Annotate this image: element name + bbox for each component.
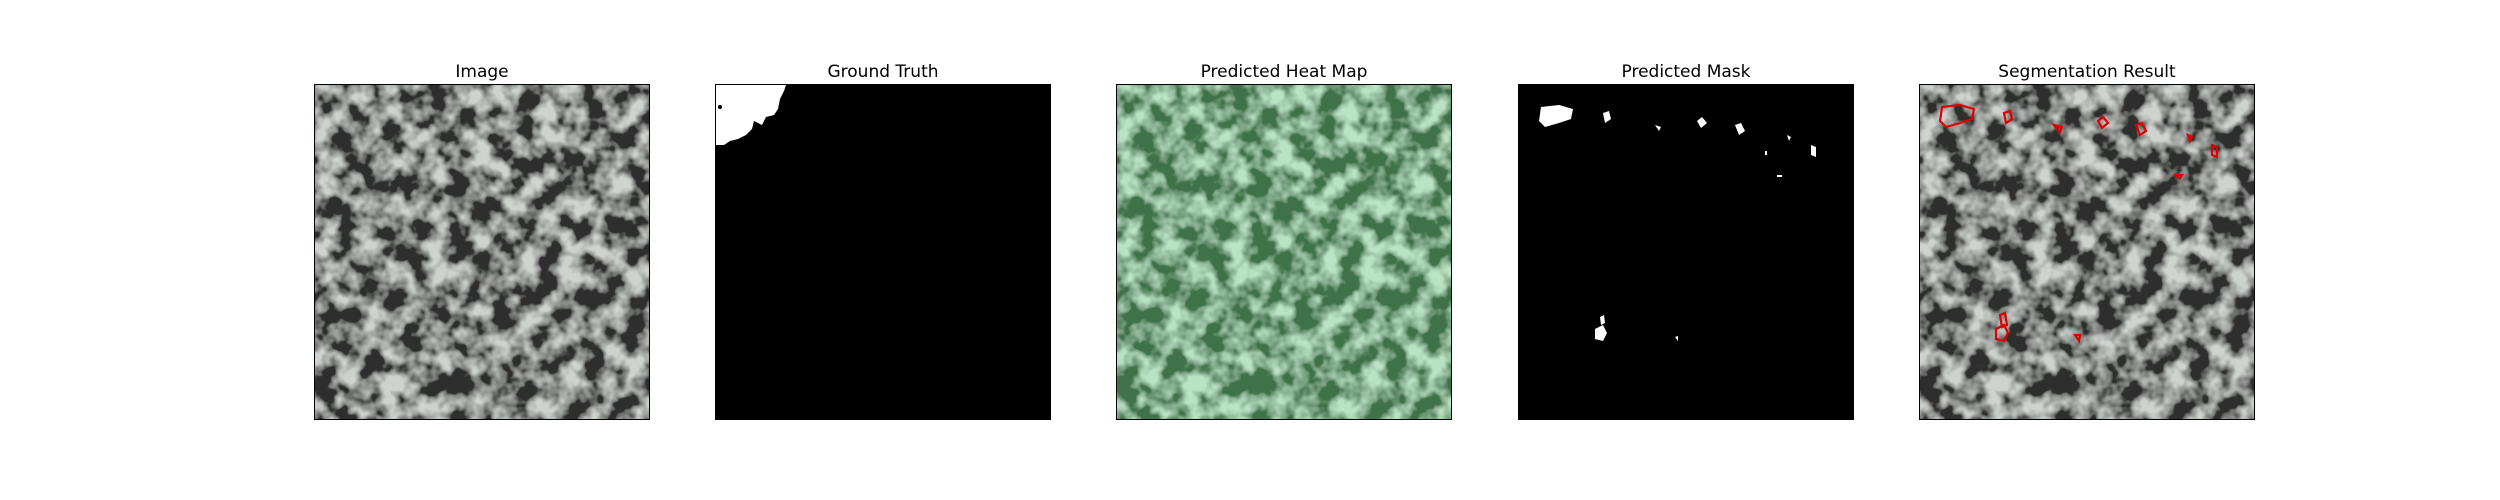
segmentation-result-image: [1919, 84, 2255, 420]
panel-title: Segmentation Result: [1998, 62, 2176, 82]
predicted-mask: [1518, 84, 1854, 420]
ground-truth-mask-image: [716, 85, 1050, 419]
panel-title: Image: [455, 62, 509, 82]
heat-map-image: [1116, 84, 1452, 420]
panel-title: Predicted Heat Map: [1200, 62, 1368, 82]
ground-truth-mask: [715, 84, 1051, 420]
panel-title: Ground Truth: [827, 62, 939, 82]
segmentation-overlay: [1920, 85, 2254, 419]
heat-map-texture: [1117, 85, 1451, 419]
texture-image: [315, 85, 649, 419]
predicted-mask-image: [1519, 85, 1853, 419]
input-image: [314, 84, 650, 420]
panel-title: Predicted Mask: [1621, 62, 1751, 82]
